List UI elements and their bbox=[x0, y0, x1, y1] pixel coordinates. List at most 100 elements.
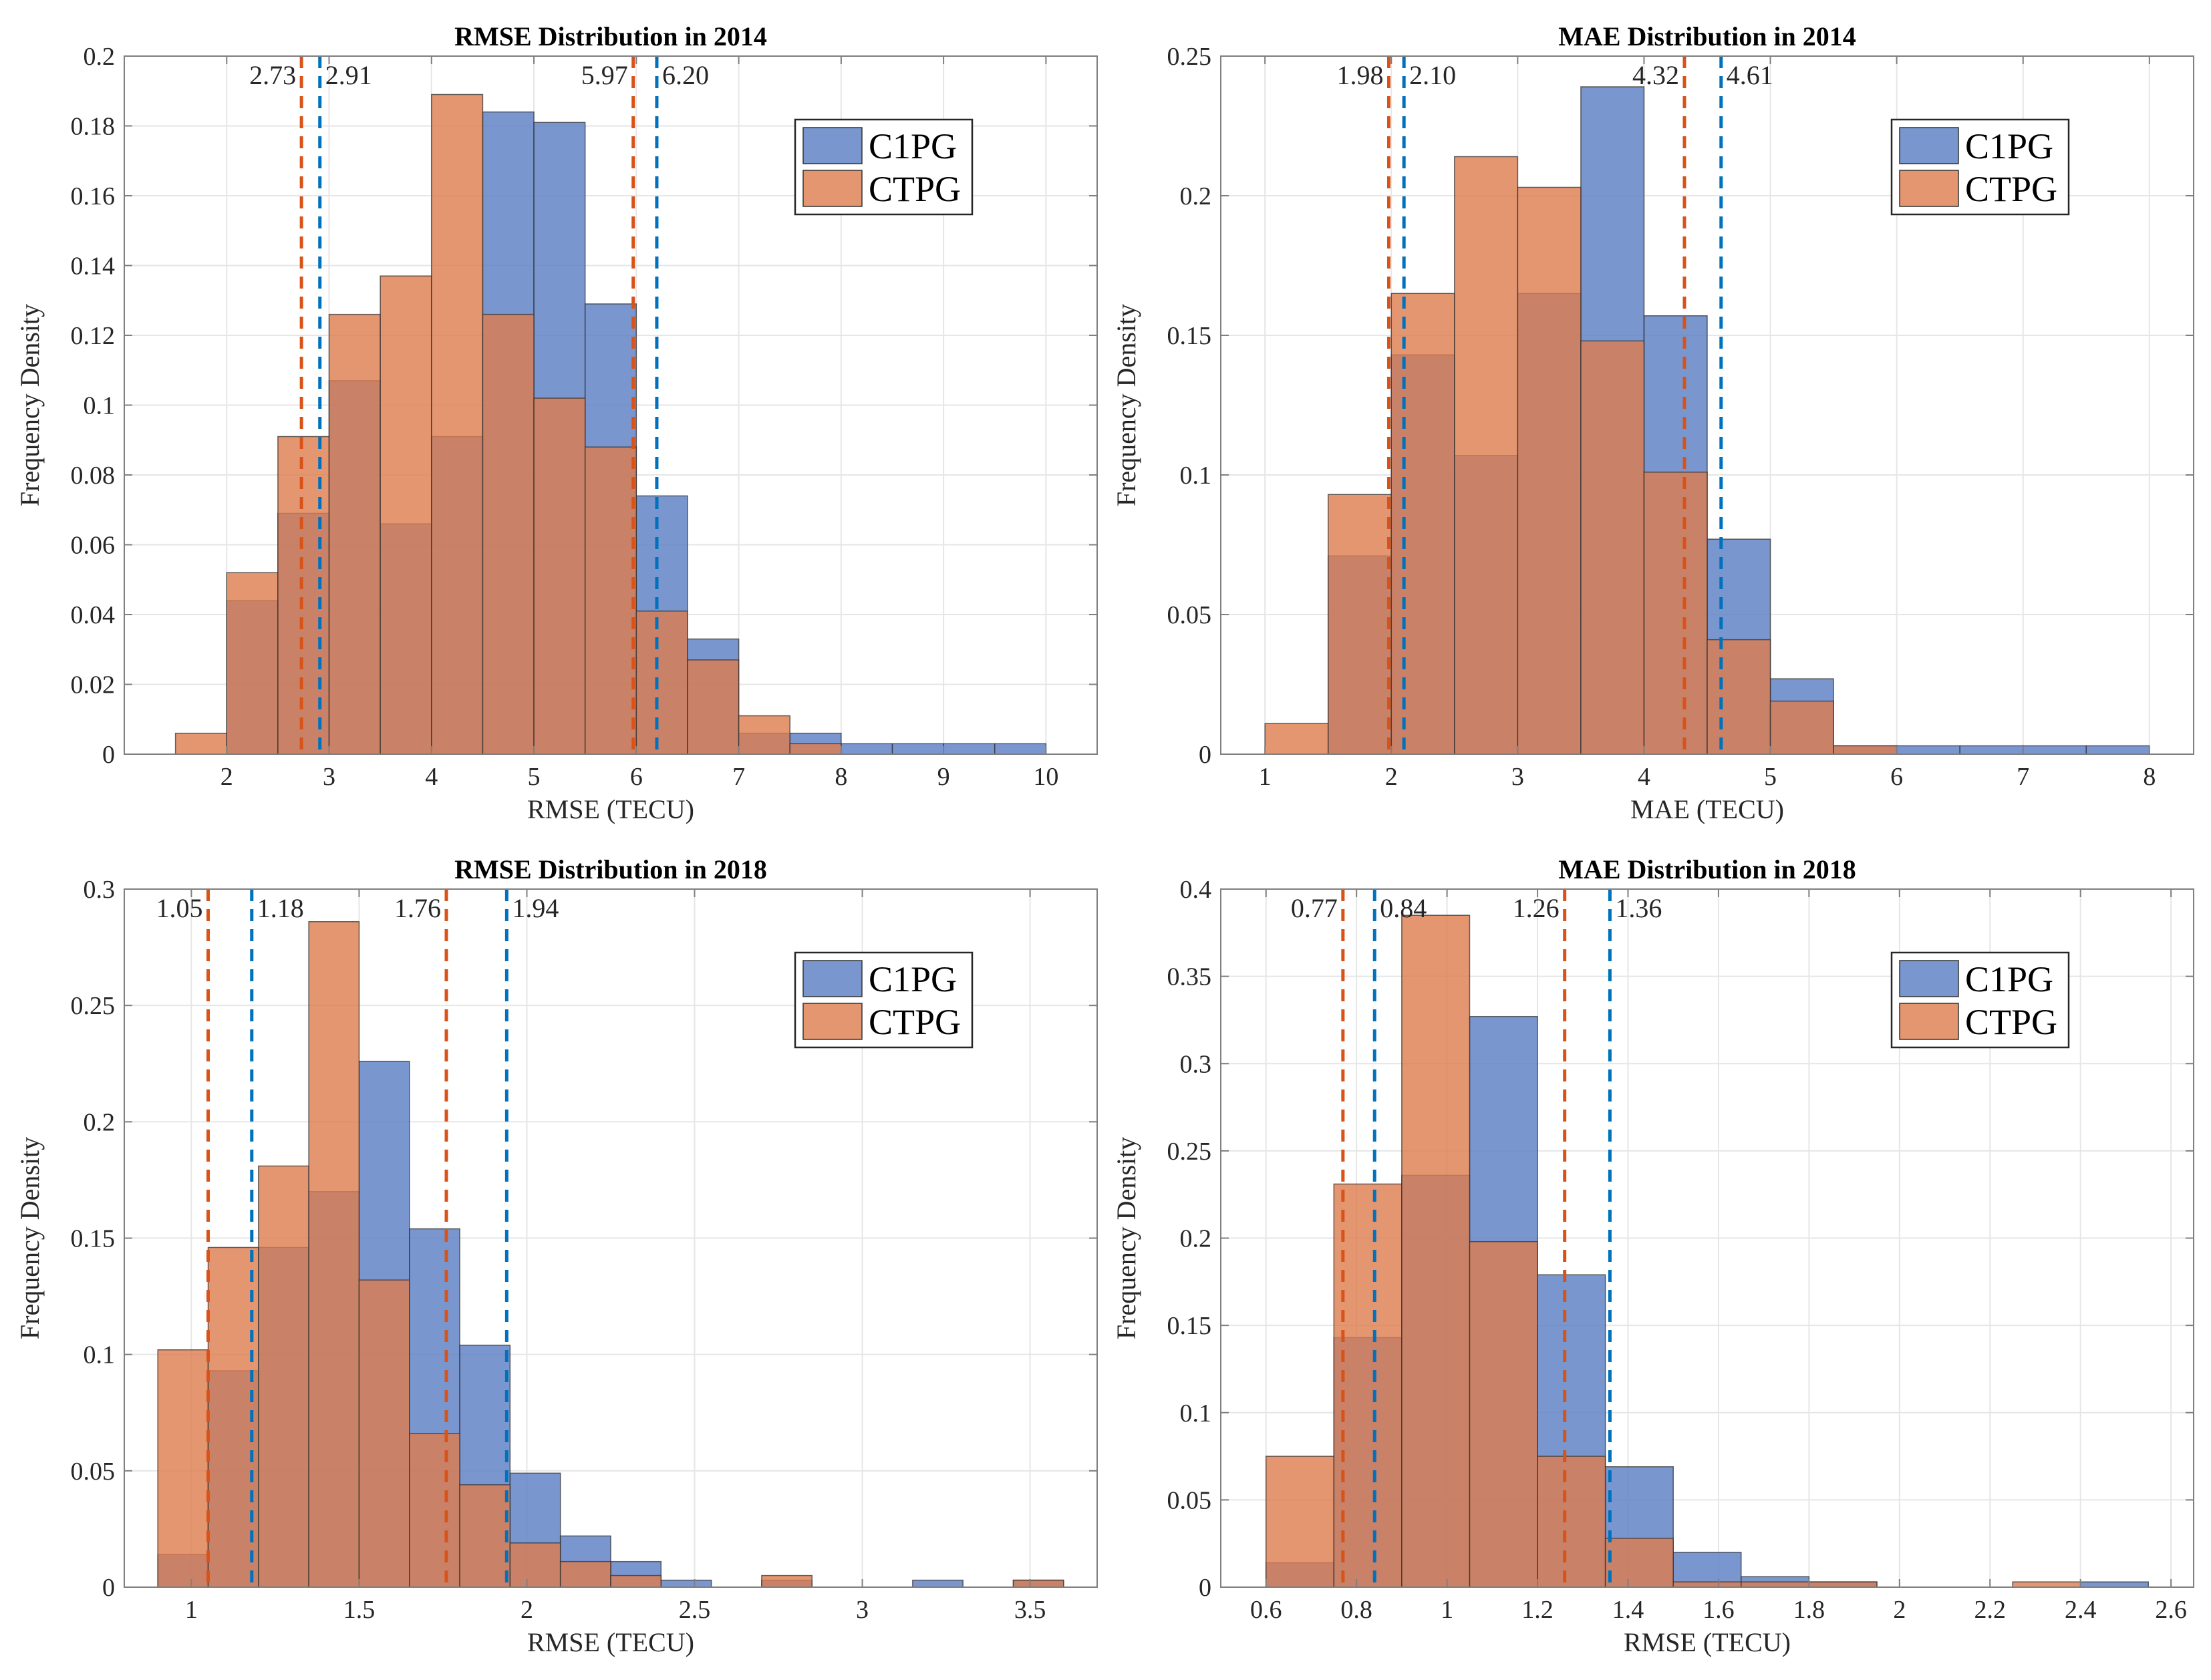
y-tick-label: 0.25 bbox=[71, 992, 116, 1020]
x-tick-label: 2 bbox=[220, 763, 233, 791]
x-tick-label: 1.5 bbox=[343, 1596, 376, 1624]
legend-label-c1pg: C1PG bbox=[869, 126, 957, 166]
chart-title: RMSE Distribution in 2018 bbox=[454, 854, 767, 884]
x-tick-label: 2.4 bbox=[2065, 1596, 2097, 1624]
marker-label: 2.10 bbox=[1409, 60, 1456, 90]
c1pg-bar bbox=[1672, 1552, 1742, 1588]
x-tick-label: 6 bbox=[630, 763, 643, 791]
x-tick-label: 8 bbox=[835, 763, 847, 791]
y-tick-label: 0.2 bbox=[1180, 1225, 1212, 1253]
marker-lines: 1.05 1.18 1.76 1.94 bbox=[156, 889, 559, 1587]
y-tick-label: 0.15 bbox=[1167, 322, 1212, 350]
marker-label: 0.84 bbox=[1380, 893, 1427, 923]
x-axis-label: RMSE (TECU) bbox=[527, 1627, 694, 1657]
y-tick-label: 0 bbox=[102, 1574, 115, 1602]
ctpg-bars bbox=[1264, 156, 1898, 755]
legend-swatch-c1pg bbox=[1899, 960, 1959, 997]
y-tick-label: 0.1 bbox=[1180, 1399, 1212, 1427]
x-tick-label: 7 bbox=[2017, 763, 2029, 791]
ctpg-bar bbox=[431, 94, 484, 755]
ctpg-bar bbox=[482, 313, 535, 755]
chart-panel-4: 0.77 0.84 1.26 1.36 0.6 0.8 1 1.2 1.4 1.6 1.8 2 2.2 2… bbox=[1111, 854, 2194, 1657]
x-tick-label: 0.6 bbox=[1250, 1596, 1282, 1624]
ctpg-bar bbox=[738, 715, 790, 755]
ctpg-bar bbox=[635, 611, 688, 755]
x-axis-label: RMSE (TECU) bbox=[527, 794, 694, 824]
y-tick-label: 0.05 bbox=[1167, 1486, 1212, 1514]
ctpg-bar bbox=[1769, 700, 1834, 755]
c1pg-bar bbox=[943, 743, 996, 755]
ctpg-bar bbox=[1604, 1538, 1674, 1588]
legend-label-c1pg: C1PG bbox=[1965, 126, 2053, 166]
x-tick-label: 3 bbox=[856, 1596, 869, 1624]
marker-label: 1.36 bbox=[1615, 893, 1662, 923]
x-tick-label: 2.2 bbox=[1974, 1596, 2007, 1624]
x-tick-label: 9 bbox=[937, 763, 950, 791]
ctpg-bar bbox=[1454, 156, 1519, 755]
x-tick-label: 2.5 bbox=[679, 1596, 711, 1624]
ctpg-bar bbox=[1012, 1579, 1064, 1588]
x-tick-label: 10 bbox=[1033, 763, 1058, 791]
y-tick-label: 0.05 bbox=[1167, 601, 1212, 629]
legend-swatch-ctpg bbox=[1899, 170, 1959, 207]
x-tick-label: 5 bbox=[528, 763, 541, 791]
ctpg-bar bbox=[1741, 1581, 1810, 1588]
ctpg-bars bbox=[174, 94, 842, 755]
c1pg-bar bbox=[2022, 745, 2087, 755]
y-tick-label: 0.35 bbox=[1167, 963, 1212, 991]
legend-label-c1pg: C1PG bbox=[869, 959, 957, 999]
y-tick-label: 0.04 bbox=[71, 601, 116, 629]
y-tick-label: 0.1 bbox=[1180, 462, 1212, 490]
c1pg-bar bbox=[2085, 745, 2150, 755]
ctpg-bar bbox=[687, 659, 740, 755]
legend-label-ctpg: CTPG bbox=[869, 1002, 961, 1042]
y-tick-label: 0.15 bbox=[71, 1225, 116, 1253]
x-tick-label: 2 bbox=[1893, 1596, 1906, 1624]
x-tick-label: 6 bbox=[1890, 763, 1903, 791]
ctpg-bar bbox=[258, 1165, 309, 1588]
c1pg-bar bbox=[912, 1579, 964, 1588]
y-tick-label: 0.15 bbox=[1167, 1312, 1212, 1340]
c1pg-bar bbox=[891, 743, 944, 755]
y-axis-label: Frequency Density bbox=[1111, 1137, 1141, 1339]
legend-swatch-ctpg bbox=[802, 1003, 863, 1040]
y-tick-label: 0.1 bbox=[84, 1341, 116, 1369]
y-axis: 0 0.02 0.04 0.06 0.08 0.1 0.12 0.14 0.16 0.18 0.2 bbox=[71, 43, 1097, 769]
y-tick-label: 0.06 bbox=[71, 532, 116, 560]
y-tick-label: 0.25 bbox=[1167, 1138, 1212, 1166]
chart-title: MAE Distribution in 2014 bbox=[1558, 21, 1856, 51]
x-tick-label: 1.2 bbox=[1521, 1596, 1554, 1624]
y-axis-label: Frequency Density bbox=[1111, 304, 1141, 506]
legend-label-c1pg: C1PG bbox=[1965, 959, 2053, 999]
chart-panel-3: 1.05 1.18 1.76 1.94 1 1.5 2 2.5 3 3.5 0 0.05 0.1 0.15… bbox=[15, 854, 1098, 1657]
ctpg-bar bbox=[761, 1574, 813, 1588]
x-tick-label: 4 bbox=[1638, 763, 1650, 791]
y-tick-label: 0.3 bbox=[1180, 1050, 1212, 1078]
chart-title: MAE Distribution in 2018 bbox=[1558, 854, 1856, 884]
marker-label: 1.26 bbox=[1513, 893, 1560, 923]
x-tick-label: 4 bbox=[425, 763, 438, 791]
ctpg-bar bbox=[1517, 186, 1582, 755]
ctpg-bar bbox=[1469, 1240, 1538, 1588]
x-tick-label: 2 bbox=[1385, 763, 1398, 791]
legend-swatch-ctpg bbox=[1899, 1003, 1959, 1040]
y-tick-label: 0 bbox=[1199, 741, 1211, 769]
marker-label: 1.98 bbox=[1336, 60, 1383, 90]
ctpg-bar bbox=[1390, 293, 1455, 755]
ctpg-bar bbox=[1808, 1581, 1878, 1588]
marker-label: 1.76 bbox=[394, 893, 441, 923]
x-tick-label: 1 bbox=[185, 1596, 198, 1624]
x-tick-label: 7 bbox=[732, 763, 745, 791]
y-tick-label: 0.2 bbox=[84, 43, 116, 71]
c1pg-bar bbox=[2079, 1581, 2150, 1588]
ctpg-bar bbox=[1643, 472, 1708, 755]
x-tick-label: 0.8 bbox=[1340, 1596, 1372, 1624]
chart-title: RMSE Distribution in 2014 bbox=[454, 21, 767, 51]
marker-lines: 2.73 2.91 5.97 6.20 bbox=[249, 56, 709, 754]
x-axis: 2 3 4 5 6 7 8 9 10 bbox=[220, 56, 1058, 791]
ctpg-bar bbox=[226, 572, 279, 755]
x-tick-label: 1.6 bbox=[1703, 1596, 1735, 1624]
